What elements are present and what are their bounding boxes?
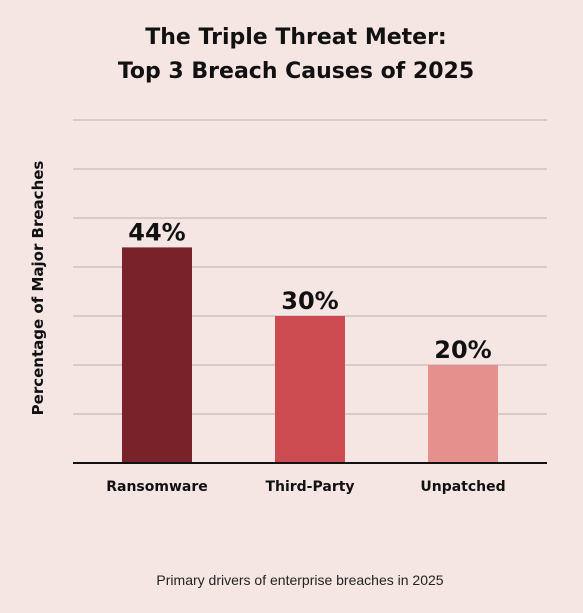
category-label: Unpatched [420,479,505,495]
bar-unpatched [428,365,498,463]
category-label: Ransomware [106,479,208,495]
category-label: Third-Party [265,479,354,495]
bar-third-party [275,316,345,463]
bars-group [122,247,498,463]
value-label: 30% [281,287,338,315]
value-labels-group: 44% 30% 20% [128,218,491,364]
chart-title-line-2: Top 3 Breach Causes of 2025 [118,59,474,84]
chart-caption: Primary drivers of enterprise breaches i… [156,572,443,588]
chart-title-line-1: The Triple Threat Meter: [145,25,446,50]
bar-ransomware [122,247,192,463]
value-label: 20% [434,336,491,364]
y-axis-label: Percentage of Major Breaches [29,161,47,416]
category-labels-group: Ransomware Third-Party Unpatched [106,479,505,495]
value-label: 44% [128,218,185,246]
